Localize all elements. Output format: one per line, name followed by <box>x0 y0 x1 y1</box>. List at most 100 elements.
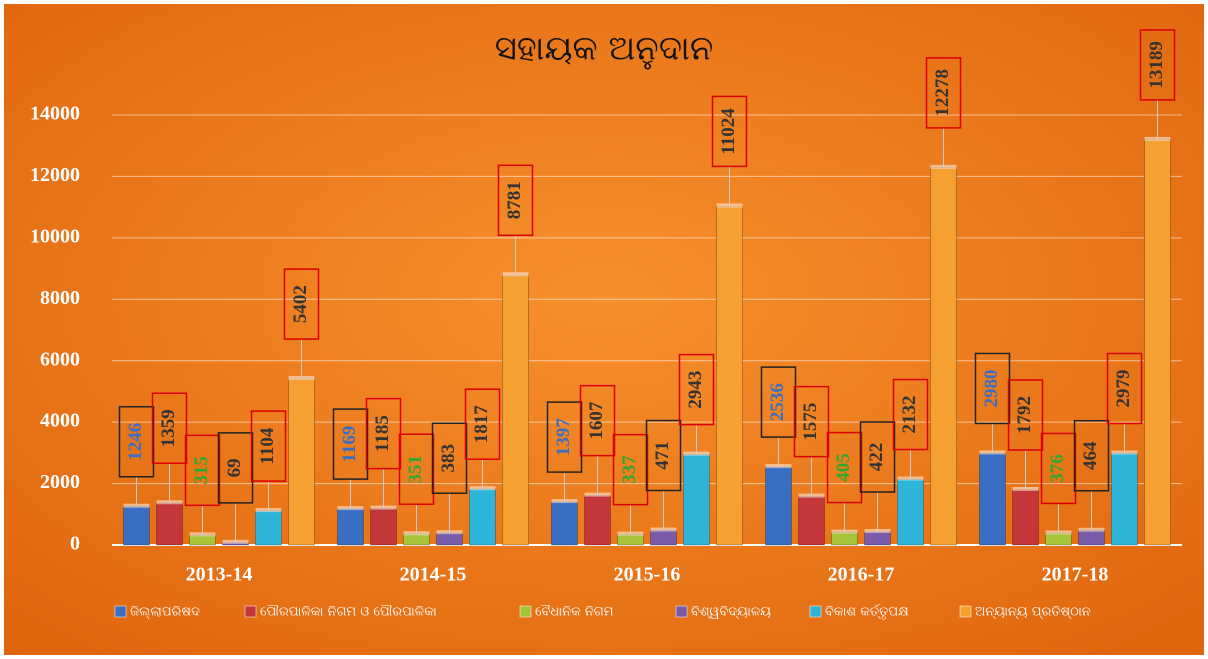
y-tick-label: 4000 <box>40 410 80 432</box>
bar <box>683 454 710 546</box>
label-box <box>546 401 583 473</box>
y-tick-label: 6000 <box>40 348 80 370</box>
bar <box>1111 453 1138 546</box>
x-tick-label: 2016-17 <box>828 564 895 586</box>
legend-label: ବିଶ୍ୱବିଦ୍ୟାଳୟ <box>691 605 771 620</box>
label-box <box>1139 29 1176 101</box>
label-box <box>711 95 748 168</box>
data-label: 376 <box>1047 454 1068 483</box>
label-box <box>892 378 929 451</box>
y-tick-label: 12000 <box>30 164 80 186</box>
label-box <box>793 385 830 458</box>
data-label: 383 <box>438 444 459 473</box>
bar <box>831 532 858 546</box>
legend-swatch <box>959 605 972 618</box>
x-tick-label: 2013-14 <box>186 564 253 586</box>
label-box <box>579 384 616 457</box>
label-box <box>612 433 649 506</box>
label-box <box>118 405 155 478</box>
label-box <box>645 419 682 492</box>
legend-label: ବୈଧାନିକ ନିଗମ <box>535 604 614 620</box>
legend-swatch <box>114 605 127 618</box>
bar <box>551 501 578 546</box>
x-tick-label: 2017-18 <box>1042 564 1109 586</box>
legend-swatch <box>809 605 822 618</box>
label-box <box>332 408 369 480</box>
data-label: 12278 <box>932 69 953 117</box>
bar <box>337 508 364 546</box>
label-box <box>398 433 435 505</box>
label-box <box>826 431 863 504</box>
data-label: 1246 <box>125 423 146 461</box>
bar <box>617 534 644 546</box>
data-label: 1607 <box>586 401 607 440</box>
label-box <box>974 352 1011 425</box>
label-box <box>283 268 320 340</box>
label-box <box>678 353 715 426</box>
label-box <box>497 164 534 237</box>
data-label: 2132 <box>899 396 920 434</box>
bar <box>255 510 282 546</box>
label-box <box>925 57 962 129</box>
data-label: 1817 <box>471 405 492 444</box>
data-label: 5402 <box>290 285 311 323</box>
bar <box>798 496 825 546</box>
bar <box>156 502 183 546</box>
label-box <box>464 388 501 460</box>
data-label: 337 <box>619 455 640 484</box>
data-label: 405 <box>833 453 854 482</box>
data-label: 1185 <box>372 415 393 452</box>
label-box <box>250 410 287 482</box>
y-tick-label: 0 <box>70 533 80 555</box>
label-box <box>1040 432 1077 505</box>
bar <box>765 466 792 546</box>
bar <box>123 506 150 546</box>
label-box <box>859 421 896 493</box>
bar <box>897 479 924 546</box>
data-label: 11024 <box>718 108 739 155</box>
data-label: 1104 <box>257 427 278 464</box>
bar <box>469 488 496 546</box>
legend-label: ବିକାଶ କର୍ତ୍ତୃପକ୍ଷ <box>825 604 909 620</box>
data-label: 1397 <box>553 418 574 457</box>
data-label: 1792 <box>1014 396 1035 434</box>
bar <box>288 378 315 546</box>
data-label: 69 <box>224 458 245 477</box>
bar <box>930 167 957 546</box>
bar <box>650 530 677 546</box>
bar <box>584 495 611 546</box>
label-box <box>1106 352 1143 425</box>
legend-swatch <box>519 605 532 618</box>
y-tick-label: 8000 <box>40 287 80 309</box>
data-label: 471 <box>652 441 673 470</box>
legend-label: ଜିଲ୍ଲାପରିଷଦ <box>130 605 200 620</box>
bar <box>1078 530 1105 546</box>
data-label: 2980 <box>981 369 1002 407</box>
bar <box>1144 139 1171 546</box>
bar <box>1045 532 1072 546</box>
data-label: 351 <box>405 455 426 484</box>
bar <box>370 508 397 546</box>
data-label: 1169 <box>339 426 360 463</box>
label-box <box>431 422 468 494</box>
bar <box>716 205 743 546</box>
data-label: 315 <box>191 456 212 485</box>
bar <box>403 533 430 546</box>
data-label: 464 <box>1080 441 1101 470</box>
data-label: 8781 <box>504 181 525 219</box>
data-label: 2979 <box>1113 370 1134 408</box>
data-label: 1575 <box>800 403 821 441</box>
bar <box>189 534 216 546</box>
bar <box>1012 489 1039 546</box>
x-tick-label: 2014-15 <box>400 564 467 586</box>
legend-label: ପୌରପାଳିକା ନିଗମ ଓ ପୌରପାଳିକା <box>260 605 437 620</box>
legend-swatch <box>675 605 688 618</box>
label-box <box>217 432 254 504</box>
label-box <box>184 434 221 507</box>
label-box <box>1073 419 1110 492</box>
chart-title: ସହାୟକ ଅନୁଦାନ <box>495 29 714 70</box>
data-label: 2943 <box>685 371 706 409</box>
data-label: 13189 <box>1146 41 1167 89</box>
y-tick-label: 2000 <box>40 471 80 493</box>
